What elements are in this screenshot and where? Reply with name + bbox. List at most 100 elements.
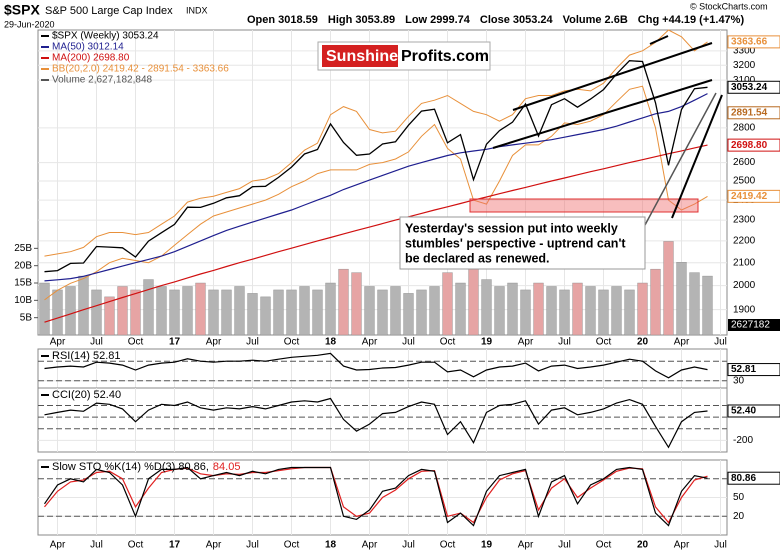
volume-bar <box>221 289 232 336</box>
legend-label: 84.05 <box>213 461 241 473</box>
volume-bar <box>585 286 596 336</box>
series-line <box>44 466 708 527</box>
x-tick-label: Apr <box>518 540 534 551</box>
x-tick-label: Apr <box>206 540 222 551</box>
value-tag-label: 3053.24 <box>731 82 768 93</box>
legend-label: BB(20,2.0) 2419.42 - 2891.54 - 3363.66 <box>52 64 229 75</box>
volume-tick-label: 20B <box>14 260 32 271</box>
value-tag <box>727 106 780 120</box>
volume-bar <box>546 286 557 336</box>
volume-bar <box>611 286 622 336</box>
value-tag-label: 3363.66 <box>731 37 768 48</box>
callout-arrow <box>644 92 717 226</box>
volume-bar <box>689 272 700 336</box>
x-tick-label: Jul <box>90 337 103 348</box>
quote-label: High <box>328 14 353 26</box>
quote-label: Chg <box>638 14 659 26</box>
value-tag <box>727 404 780 418</box>
value-tag <box>727 189 780 203</box>
legend-label: CCI(20) 52.40 <box>52 389 121 401</box>
x-tick-label: Apr <box>206 337 222 348</box>
series-line <box>44 144 708 323</box>
series-line <box>44 93 708 282</box>
annotations: Yesterday's session put into weekly stum… <box>317 35 723 270</box>
support-zone <box>469 198 699 213</box>
quote-value: 3053.89 <box>355 14 395 26</box>
volume-bar <box>299 286 310 336</box>
volume-tick-label: 10B <box>14 295 32 306</box>
volume-bar <box>156 286 167 336</box>
y-tick-label: 2600 <box>733 157 756 168</box>
volume-bar <box>91 289 102 336</box>
quote-value: 2999.74 <box>430 14 471 26</box>
volume-bar <box>676 262 687 336</box>
volume-bar <box>572 282 583 336</box>
y-tick-label: 3200 <box>733 60 756 71</box>
x-tick-label: Oct <box>440 540 456 551</box>
x-tick-label: Jul <box>558 337 571 348</box>
x-tick-label: Oct <box>284 337 300 348</box>
volume-bar <box>195 282 206 336</box>
callout-text: stumbles' perspective - uptrend can't <box>405 236 626 250</box>
x-tick-label: Oct <box>128 337 144 348</box>
legend-label: Volume 2,627,182,848 <box>52 75 153 86</box>
volume-bar <box>624 289 635 336</box>
volume-bar <box>442 272 453 336</box>
x-tick-label: Apr <box>50 337 66 348</box>
x-tick-label: 20 <box>637 540 649 551</box>
trend-line <box>671 94 723 219</box>
quote-value: +44.19 (+1.47%) <box>662 14 744 26</box>
volume-bar <box>208 289 219 336</box>
y-tick-label: 2000 <box>733 280 756 291</box>
volume-bar <box>403 293 414 336</box>
trend-line <box>649 35 669 45</box>
volume-bar <box>481 279 492 336</box>
legend-label: MA(200) 2698.80 <box>52 53 130 64</box>
series-line <box>44 466 708 524</box>
bollinger-lower <box>44 85 708 301</box>
value-tag-label: 2891.54 <box>731 107 768 118</box>
volume-bar <box>234 286 245 336</box>
volume-bar <box>390 286 401 336</box>
volume-bar <box>312 289 323 336</box>
x-tick-label: Jul <box>714 540 727 551</box>
quote: Open 3018.59 High 3053.89 Low 2999.74 Close 305… <box>247 14 744 26</box>
x-tick-label: 17 <box>169 337 181 348</box>
quote-label: Close <box>480 14 510 26</box>
x-tick-label: Apr <box>674 540 690 551</box>
exchange: INDX <box>186 5 208 15</box>
trend-line <box>512 42 713 111</box>
value-tag <box>727 471 780 485</box>
series-line <box>44 352 708 379</box>
x-tick-label: 20 <box>637 337 649 348</box>
x-tick-label: Jul <box>246 540 259 551</box>
volume-bar <box>520 289 531 336</box>
watermark-brand: Sunshine <box>326 48 398 65</box>
volume-bar <box>468 268 479 336</box>
volume-bar <box>364 286 375 336</box>
x-tick-label: Jul <box>714 337 727 348</box>
volume-bar <box>637 282 648 336</box>
y-tick-label: 2300 <box>733 215 756 226</box>
y-tick-label: 2800 <box>733 123 756 134</box>
legend-label: RSI(14) 52.81 <box>52 350 120 362</box>
x-tick-label: Apr <box>518 337 534 348</box>
x-tick-label: Oct <box>440 337 456 348</box>
volume-bar <box>650 268 661 336</box>
x-tick-label: 19 <box>481 540 493 551</box>
y-tick-label: 2500 <box>733 176 756 187</box>
quote-label: Low <box>405 14 427 26</box>
volume-bar <box>143 279 154 336</box>
y-tick-label: 50 <box>733 492 745 503</box>
y-tick-label: 30 <box>733 375 745 386</box>
volume-bar <box>663 241 674 336</box>
y-tick-label: 3300 <box>733 45 756 56</box>
index-name: S&P 500 Large Cap Index <box>45 5 173 17</box>
quote-label: Open <box>247 14 275 26</box>
x-tick-label: Jul <box>90 540 103 551</box>
volume-tick-label: 15B <box>14 278 32 289</box>
x-tick-label: 17 <box>169 540 181 551</box>
volume-bar <box>104 296 115 336</box>
copyright: © StockCharts.com <box>690 1 768 11</box>
